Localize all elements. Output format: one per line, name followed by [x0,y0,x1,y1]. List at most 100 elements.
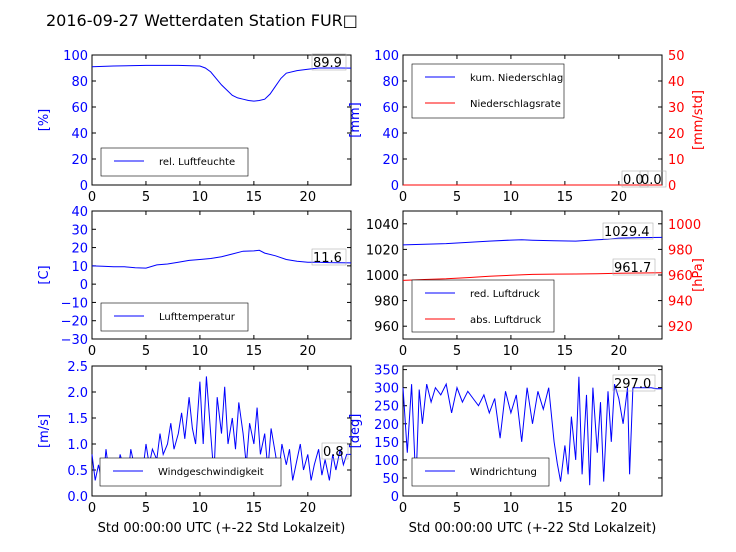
chart-panel-5: 0 5 10 15 20 0.0 0.5 1.0 1.5 2.0 2.5 [m/s] Std 00:00… [37,360,352,536]
x-tick-label: 0 [399,344,407,359]
legend: kum. Niederschlag Niederschlagsrate [411,63,565,119]
y-axis-label: [%] [37,109,52,132]
chart-panel-4: 0 5 10 15 20 960 980 1000 1020 1040 920 940 960 980 10… [366,210,706,359]
plot-frame [91,365,352,497]
legend-box [411,63,565,119]
plot-frame [91,54,352,186]
figure-title: 2016-09-27 Wetterdaten Station FUR□ [46,11,358,30]
y2-tick-label: 940 [668,295,693,310]
y-axis-label: [mm] [348,102,363,137]
value-label-box [612,258,656,276]
y2-tick-label: 50 [668,49,685,64]
value-label-box [311,53,347,71]
value-label-box [621,170,649,188]
y-tick-label: 0 [80,179,88,194]
legend-box [411,279,555,333]
value-label: 1029.4 [604,225,650,240]
x-tick-label: 15 [246,344,263,359]
x-tick-label: 5 [453,190,461,205]
y-tick-label: 100 [374,49,399,64]
y-tick-label: 1.0 [67,438,88,453]
x-tick-label: 5 [142,344,150,359]
y-tick-label: 40 [71,127,88,142]
x-tick-label: 15 [557,501,574,516]
y-tick-label: 20 [382,153,399,168]
x-tick-label: 10 [503,501,520,516]
legend-entry: Windgeschwindigkeit [158,467,264,478]
y-tick-label: 20 [71,242,88,257]
x-tick-label: 5 [453,501,461,516]
y-tick-label: 200 [374,418,399,433]
x-tick-label: 15 [557,344,574,359]
value-label-box [639,170,667,188]
y2-axis-label: [mm/std] [691,90,706,150]
value-label-box [321,442,349,460]
y2-axis-label: [hPa] [691,258,706,292]
y2-tick-label: 10 [668,153,685,168]
y2-tick-label: 920 [668,320,693,335]
y-axis-label: [deg] [348,414,363,449]
y-tick-label: 10 [71,260,88,275]
y-tick-label: 350 [374,364,399,379]
y-tick-label: 250 [374,400,399,415]
value-label-box [311,248,347,266]
x-tick-label: 10 [192,190,209,205]
y-tick-label: 40 [71,205,88,220]
value-label: 11.6 [313,251,342,266]
legend-entry: rel. Luftfeuchte [159,157,235,168]
x-tick-label: 5 [142,190,150,205]
value-label: 89.9 [313,56,342,71]
y-tick-label: 80 [71,75,88,90]
x-tick-label: 15 [557,190,574,205]
y2-tick-label: 1000 [668,218,701,233]
y-tick-label: −30 [61,333,88,348]
y-tick-label: 300 [374,382,399,397]
legend: Lufttemperatur [100,302,249,332]
series-line [91,64,352,102]
y-tick-label: 50 [382,472,399,487]
x-tick-label: 0 [88,190,96,205]
y-tick-label: 1020 [366,243,399,258]
legend: Windrichtung [411,457,550,487]
x-tick-label: 10 [503,190,520,205]
x-tick-label: 20 [611,344,628,359]
y-tick-label: 0 [80,278,88,293]
series-line [402,272,663,281]
value-label: 0.0 [623,173,644,188]
x-axis-label: Std 00:00:00 UTC (+-22 Std Lokalzeit) [98,521,346,536]
y-tick-label: 20 [71,153,88,168]
legend-entry: red. Luftdruck [470,289,540,300]
y-tick-label: 0.5 [67,464,88,479]
y-tick-label: 0 [391,179,399,194]
value-label-box [612,374,656,392]
series-line [402,236,663,246]
y2-tick-label: 20 [668,127,685,142]
plot-frame [91,210,352,340]
x-tick-label: 10 [503,344,520,359]
y-tick-label: 40 [382,127,399,142]
y-tick-label: 100 [63,49,88,64]
x-tick-label: 20 [300,190,317,205]
x-tick-label: 0 [399,190,407,205]
chart-panel-3: 0 5 10 15 20 −30 −20 −10 0 10 20 30 40 [C] Lufttempera… [37,205,352,359]
series-line [402,376,662,486]
y-tick-label: 100 [374,454,399,469]
x-tick-label: 10 [192,344,209,359]
y-tick-label: 980 [374,295,399,310]
x-axis-label: Std 00:00:00 UTC (+-22 Std Lokalzeit) [409,521,657,536]
y-tick-label: 150 [374,436,399,451]
series-line [91,249,352,269]
y-tick-label: 80 [382,75,399,90]
x-tick-label: 15 [246,501,263,516]
y-tick-label: 0.0 [67,490,88,505]
x-tick-label: 5 [453,344,461,359]
x-tick-label: 0 [88,501,96,516]
y-tick-label: 1000 [366,269,399,284]
legend-entry: Windrichtung [470,467,537,478]
value-label: 0.0 [641,173,662,188]
legend: rel. Luftfeuchte [100,147,249,177]
value-label-box [602,222,654,240]
y-tick-label: 960 [374,320,399,335]
